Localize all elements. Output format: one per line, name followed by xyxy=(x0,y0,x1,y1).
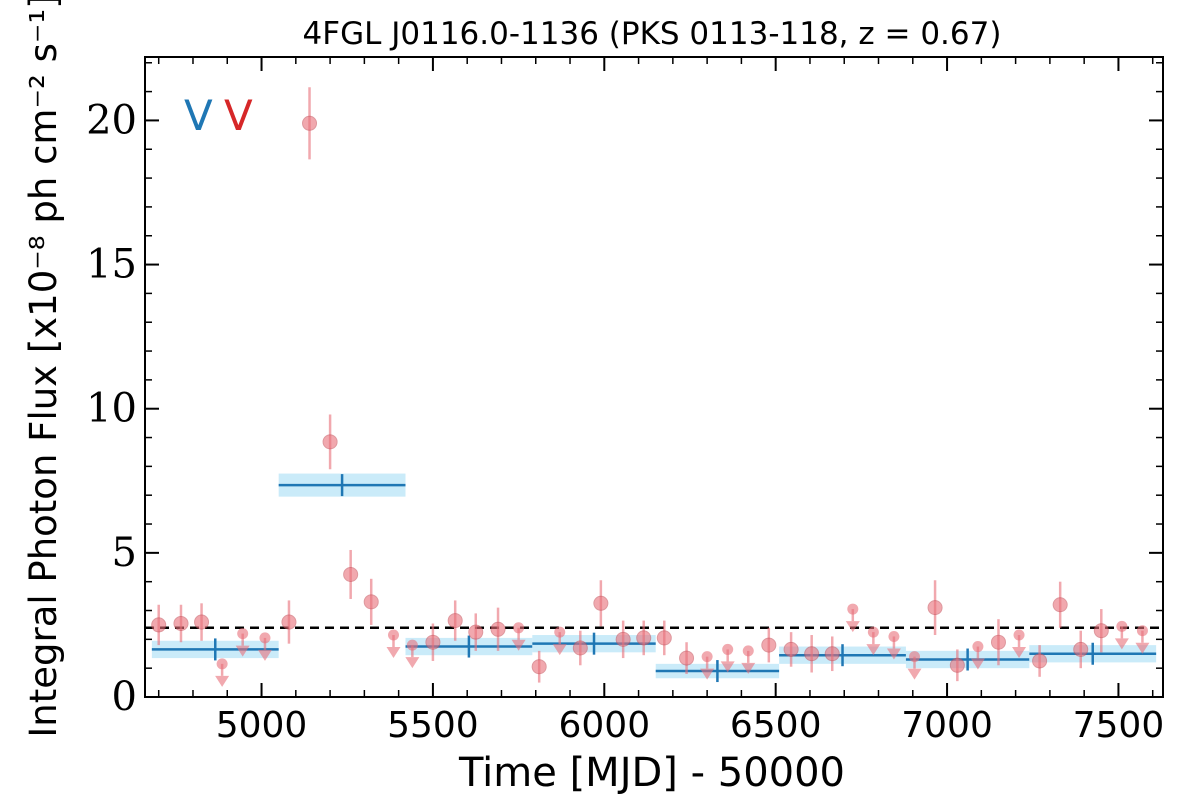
flux-point-24 xyxy=(949,657,965,673)
plot-area: 5000 5500 6000 6500 7000 7500 0 5 10 15 20 xyxy=(86,56,1165,746)
flux-point-16 xyxy=(636,630,652,646)
flux-point-13 xyxy=(572,640,588,656)
flux-point-21 xyxy=(804,646,820,662)
flux-point-22 xyxy=(824,646,840,662)
flux-points-group xyxy=(151,87,1150,687)
flux-point-29 xyxy=(1093,623,1109,639)
flux-point-8 xyxy=(425,634,441,650)
upper-limit-arrow-13 xyxy=(907,668,922,680)
upper-limit-arrow-0 xyxy=(215,675,230,687)
marker-v-blue: V xyxy=(184,91,213,140)
axes-group: 5000 5500 6000 6500 7000 7500 0 5 10 15 20 xyxy=(86,56,1165,746)
upper-limit-arrow-6 xyxy=(552,644,567,656)
flux-point-20 xyxy=(783,641,799,657)
x-axis-label: Time [MJD] - 50000 xyxy=(458,750,845,796)
flux-point-5 xyxy=(322,434,338,450)
y-tick-label-3: 15 xyxy=(86,242,137,288)
flux-point-4 xyxy=(302,115,318,131)
x-tick-label-1: 5500 xyxy=(387,705,479,746)
binned-flux-group xyxy=(151,473,1157,683)
upper-limit-arrow-7 xyxy=(700,668,715,680)
flux-point-2 xyxy=(194,614,210,630)
chart-title: 4FGL J0116.0-1136 (PKS 0113-118, z = 0.6… xyxy=(303,16,1002,52)
flux-point-23 xyxy=(927,600,943,616)
flux-point-18 xyxy=(679,650,695,666)
y-tick-label-2: 10 xyxy=(86,386,137,432)
upper-limit-arrow-8 xyxy=(720,661,735,673)
upper-limit-arrow-9 xyxy=(741,662,756,674)
upper-limit-arrow-14 xyxy=(970,658,985,670)
flux-point-14 xyxy=(593,595,609,611)
flux-point-6 xyxy=(343,566,359,582)
flux-point-19 xyxy=(761,637,777,653)
upper-limit-arrow-12 xyxy=(886,648,901,660)
marker-v-red: V xyxy=(224,91,253,140)
flux-point-26 xyxy=(1032,653,1048,669)
upper-limit-arrow-17 xyxy=(1135,642,1150,654)
upper-limit-arrow-1 xyxy=(235,645,250,657)
upper-limit-arrow-5 xyxy=(511,639,526,651)
flux-point-15 xyxy=(615,631,631,647)
upper-limit-arrow-11 xyxy=(866,644,881,656)
y-axis-label: Integral Photon Flux [x10⁻⁸ ph cm⁻² s⁻¹] xyxy=(22,0,65,738)
upper-limit-arrow-10 xyxy=(845,621,860,633)
flux-point-25 xyxy=(990,634,1006,650)
upper-limit-arrow-15 xyxy=(1012,647,1027,659)
y-tick-label-1: 5 xyxy=(112,530,137,576)
y-tick-label-4: 20 xyxy=(86,97,137,143)
flux-point-1 xyxy=(173,615,189,631)
flux-point-9 xyxy=(447,613,463,629)
x-tick-label-4: 7000 xyxy=(901,705,993,746)
upper-limit-arrow-3 xyxy=(386,647,401,659)
plot-frame xyxy=(144,56,1164,698)
x-tick-label-5: 7500 xyxy=(1073,705,1165,746)
flux-point-17 xyxy=(656,630,672,646)
flux-point-11 xyxy=(490,621,506,637)
flux-point-3 xyxy=(281,614,297,630)
flux-point-27 xyxy=(1052,597,1068,613)
upper-limit-arrow-4 xyxy=(405,657,420,669)
y-tick-label-0: 0 xyxy=(112,674,137,720)
flux-point-0 xyxy=(151,617,167,633)
flux-point-10 xyxy=(468,624,484,640)
x-tick-label-2: 6000 xyxy=(558,705,650,746)
upper-limit-arrow-2 xyxy=(257,649,272,661)
x-tick-label-0: 5000 xyxy=(216,705,308,746)
upper-limit-arrow-16 xyxy=(1114,638,1129,650)
flux-point-12 xyxy=(531,659,547,675)
flux-point-7 xyxy=(363,594,379,610)
x-tick-label-3: 6500 xyxy=(730,705,822,746)
flux-point-28 xyxy=(1073,641,1089,657)
